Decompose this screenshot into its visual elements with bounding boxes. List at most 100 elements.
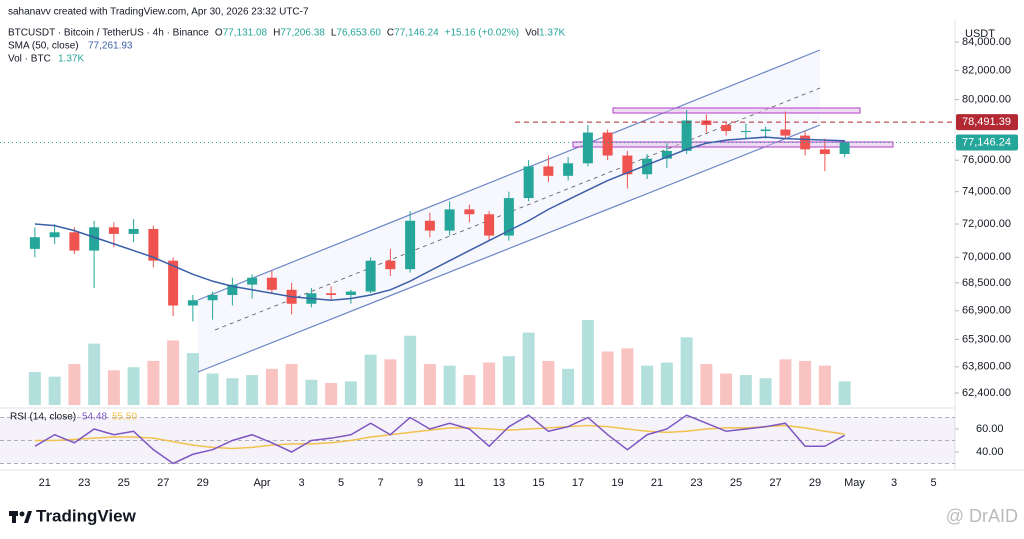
volume-bar: [621, 348, 634, 405]
volume-bar: [186, 353, 199, 405]
plot: [0, 109, 955, 465]
volume-bar: [660, 362, 673, 405]
legend-value: 77,131.08: [223, 28, 268, 39]
volume-bar: [107, 370, 120, 405]
rsi-label: RSI (14, close): [10, 412, 76, 423]
x-tick-label: 5: [338, 477, 344, 489]
candle-body: [464, 209, 475, 215]
candle-body: [148, 228, 159, 261]
candle-body: [168, 260, 179, 306]
candle-body: [760, 129, 771, 132]
candle-body: [563, 163, 574, 176]
candle-body: [642, 158, 653, 175]
y-tick-label: 80,000.00: [962, 94, 1011, 106]
candle-body: [49, 232, 60, 238]
volume-bar: [542, 360, 555, 405]
x-tick-label: 21: [39, 477, 51, 489]
candle-body: [29, 237, 40, 249]
candle-body: [819, 149, 830, 154]
volume-bar: [739, 375, 752, 405]
x-tick-label: 23: [78, 477, 90, 489]
volume-bar: [384, 359, 397, 405]
y-tick-label: 63,800.00: [962, 361, 1011, 373]
volume-bar: [364, 354, 377, 405]
candle-body: [266, 277, 277, 290]
legend-key: Vol: [525, 28, 539, 39]
watermark: @ DrAID: [946, 506, 1018, 526]
volume-bar: [127, 367, 140, 405]
legend-value: 76,653.60: [336, 28, 381, 39]
volume-bar: [799, 360, 812, 405]
candle-body: [247, 277, 258, 285]
candle-body: [207, 295, 218, 301]
y-tick-label: 68,500.00: [962, 277, 1011, 289]
volume-bar: [680, 337, 693, 405]
x-tick-label: 11: [454, 477, 465, 489]
logo-icon: [9, 511, 32, 523]
volume-bar: [641, 365, 654, 405]
candle-body: [365, 260, 376, 292]
legend-value: +15.16 (+0.02%): [445, 28, 520, 39]
volume-bar: [265, 368, 278, 405]
volume-bar: [305, 379, 318, 405]
volume-bar: [147, 360, 160, 405]
legend-value: 77,146.24: [394, 28, 439, 39]
volume-bar: [601, 351, 614, 405]
y-tick-label: 65,300.00: [962, 333, 1011, 345]
candle-body: [701, 120, 712, 125]
volume-bar: [838, 381, 851, 405]
volume-bar: [463, 375, 476, 405]
y-tick-label: 62,400.00: [962, 387, 1011, 399]
candle-body: [108, 227, 119, 234]
candle-body: [405, 220, 416, 270]
y-tick-label: 66,900.00: [962, 305, 1011, 317]
volume-bar: [443, 365, 456, 405]
y-tick-label: 76,000.00: [962, 154, 1011, 166]
candle-body: [326, 293, 337, 296]
y-tick-label: 74,000.00: [962, 186, 1011, 198]
channel-lower: [197, 124, 821, 373]
y-tick-label: 72,000.00: [962, 218, 1011, 230]
volume-bar: [483, 362, 496, 405]
candle-body: [128, 228, 139, 234]
credit: sahanavv created with TradingView.com, A…: [8, 7, 309, 18]
candle-body: [385, 260, 396, 270]
candle-body: [839, 142, 850, 154]
x-tick-label: 3: [891, 477, 897, 489]
legend-key: H: [273, 28, 280, 39]
y-tick-label: 70,000.00: [962, 251, 1011, 263]
candle-body: [780, 129, 791, 136]
candle-body: [523, 166, 534, 199]
candle-body: [484, 214, 495, 236]
volume-bar: [404, 335, 417, 405]
candle-body: [89, 227, 100, 251]
x-tick-label: 23: [690, 477, 702, 489]
x-tick-label: 5: [930, 477, 936, 489]
y-tick-label: 82,000.00: [962, 64, 1011, 76]
volume-bar: [344, 381, 357, 405]
candle-body: [69, 232, 80, 251]
sma-line: [34, 136, 845, 301]
channel-upper: [197, 49, 821, 301]
volume-bar: [423, 364, 436, 405]
logo-text: TradingView: [36, 506, 137, 525]
x-tick-label: 9: [417, 477, 423, 489]
price-label-bg: [956, 134, 1018, 151]
sma-value: 77,261.93: [88, 41, 133, 52]
candle-body: [543, 166, 554, 176]
candle-body: [740, 131, 751, 133]
zone: [612, 107, 861, 114]
volume-bar: [48, 376, 61, 405]
legend-value: 77,206.38: [280, 28, 325, 39]
rsi-tick-label: 40.00: [976, 446, 1004, 458]
candle-body: [227, 284, 238, 296]
x-tick-label: 21: [651, 477, 663, 489]
candle-body: [800, 135, 811, 150]
vol-value: 1.37K: [58, 54, 84, 65]
rsi-ma-line: [34, 424, 845, 450]
vol-label: Vol · BTC: [8, 54, 51, 65]
x-tick-label: 19: [611, 477, 623, 489]
volume-bar: [818, 365, 831, 405]
x-tick-label: 15: [532, 477, 544, 489]
candle-body: [582, 132, 593, 164]
